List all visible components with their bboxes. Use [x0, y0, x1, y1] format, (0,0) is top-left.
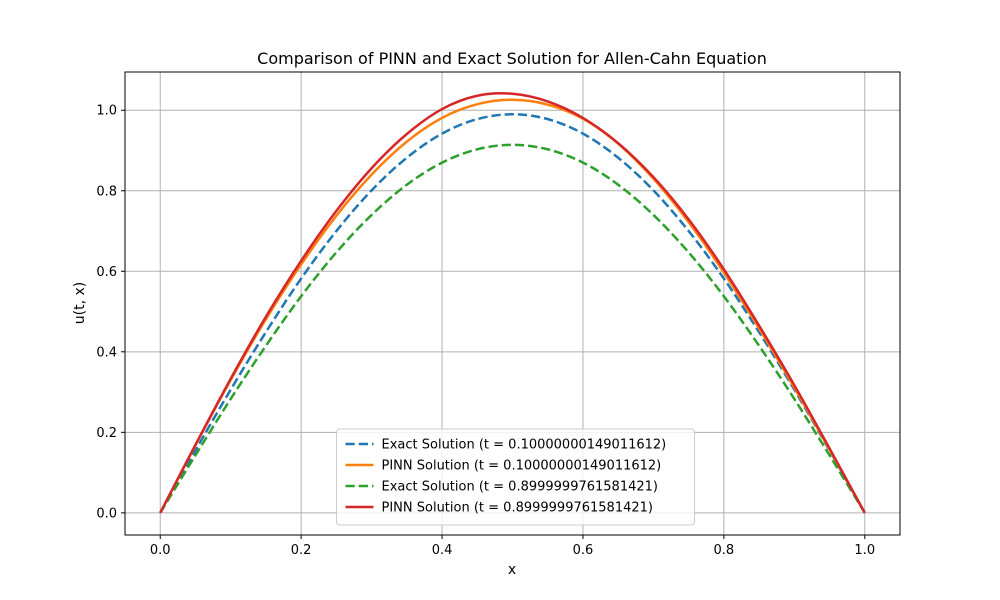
x-tick-label: 1.0	[854, 543, 875, 558]
y-tick-label: 0.6	[96, 265, 117, 280]
legend-label-4: PINN Solution (t = 0.8999999761581421)	[382, 501, 653, 516]
y-tick-label: 1.0	[96, 104, 117, 119]
series-line-3	[159, 143, 866, 514]
plot-frame	[124, 71, 901, 536]
x-tick-label: 0.8	[714, 543, 735, 558]
series-layer	[159, 92, 866, 514]
chart-title: Comparison of PINN and Exact Solution fo…	[257, 49, 767, 68]
series-line-2	[159, 98, 866, 514]
legend-label-3: Exact Solution (t = 0.8999999761581421)	[382, 480, 658, 495]
legend-label-1: Exact Solution (t = 0.10000000149011612)	[382, 438, 667, 453]
x-tick-label: 0.2	[291, 543, 312, 558]
x-tick-label: 0.0	[150, 543, 171, 558]
legend-box	[336, 428, 695, 526]
legend-label-2: PINN Solution (t = 0.10000000149011612)	[382, 459, 662, 474]
series-line-4	[159, 92, 866, 514]
y-tick-label: 0.0	[96, 506, 117, 521]
legend: Exact Solution (t = 0.10000000149011612)…	[336, 428, 695, 526]
y-tick-label: 0.2	[96, 426, 117, 441]
x-tick-label: 0.6	[573, 543, 594, 558]
ticks: 0.0 0.2 0.4 0.6 0.8 1.0 0.0 0.2 0.4 0.6 0.8 1.0	[96, 104, 875, 558]
x-tick-label: 0.4	[432, 543, 453, 558]
y-tick-label: 0.4	[96, 345, 117, 360]
y-axis-label: u(t, x)	[72, 282, 88, 324]
x-axis-label: x	[508, 562, 516, 578]
y-tick-label: 0.8	[96, 184, 117, 199]
series-line-1	[159, 113, 866, 514]
